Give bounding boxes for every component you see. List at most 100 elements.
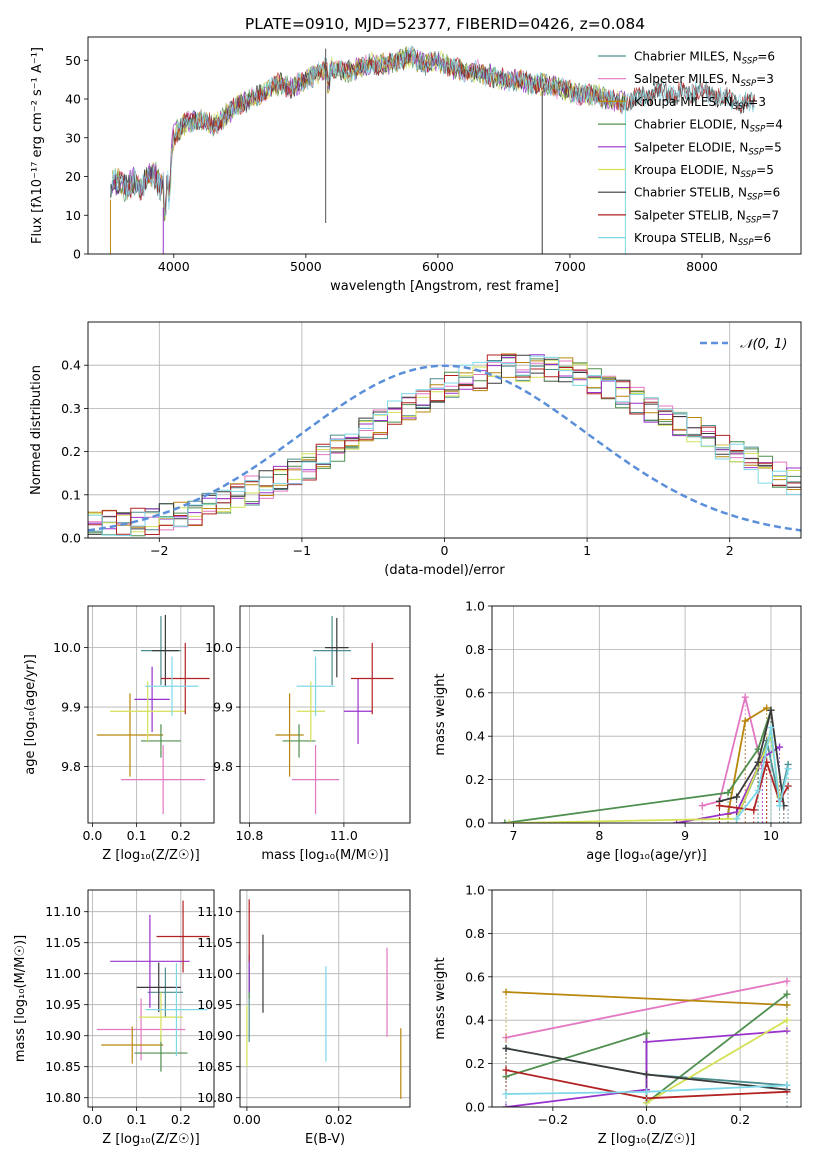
z-weight-marker bbox=[502, 1103, 510, 1107]
z-age-point-3 bbox=[96, 693, 164, 777]
z-weight-series-6 bbox=[646, 1019, 788, 1104]
z-weight-ytick-label: 0.2 bbox=[465, 1056, 485, 1071]
z-mass-plot-area bbox=[96, 900, 210, 1072]
legend-label: Chabrier MILES, NSSP=6 bbox=[634, 50, 775, 67]
age-weight-series-5 bbox=[676, 746, 780, 823]
age-weight-marker bbox=[501, 819, 509, 823]
z-mass-point-5 bbox=[110, 914, 190, 1008]
z-mass-ytick-label: 11.00 bbox=[45, 966, 81, 981]
residuals-legend: 𝒩(0, 1) bbox=[700, 337, 787, 352]
spectrum-xtick-label: 8000 bbox=[686, 259, 718, 274]
residuals-xtick-label: 0 bbox=[441, 543, 449, 558]
spectrum-ytick-label: 50 bbox=[65, 53, 81, 68]
ebv-mass-ytick-label: 11.05 bbox=[197, 935, 233, 950]
z-age-point-9 bbox=[145, 656, 199, 716]
z-mass-point-1 bbox=[147, 967, 184, 1018]
z-age-ytick-label: 9.8 bbox=[61, 759, 81, 774]
figure-title: PLATE=0910, MJD=52377, FIBERID=0426, z=0… bbox=[245, 15, 645, 33]
mass-age-xlabel: mass [log₁₀(M/M☉)] bbox=[261, 848, 388, 863]
z-weight-ytick-label: 1.0 bbox=[465, 883, 485, 898]
spectrum-ytick-label: 20 bbox=[65, 169, 81, 184]
spectrum-xtick-label: 7000 bbox=[554, 259, 586, 274]
age-weight-series-2 bbox=[702, 696, 764, 807]
spectrum-line-5 bbox=[112, 49, 626, 215]
age-weight-xtick-label: 7 bbox=[509, 828, 517, 843]
spectrum-ytick-label: 10 bbox=[65, 208, 81, 223]
residuals-xtick-label: 2 bbox=[726, 543, 734, 558]
z-mass-ytick-label: 10.95 bbox=[45, 997, 81, 1012]
mass-age-panel: 10.8 11.0 9.8 9.9 10.0 mass [log₁₀(M/M☉)] bbox=[205, 605, 411, 863]
residuals-xtick-label: −2 bbox=[150, 543, 168, 558]
age-weight-xlabel: age [log₁₀(age/yr)] bbox=[586, 848, 707, 863]
residuals-ylabel: Normed distribution bbox=[29, 365, 44, 495]
mass-age-point-8 bbox=[350, 642, 394, 715]
z-age-point-4 bbox=[141, 724, 181, 758]
spectrum-line-6 bbox=[162, 47, 626, 219]
z-age-xtick-label: 0.0 bbox=[82, 828, 102, 843]
z-weight-plot-area bbox=[502, 977, 791, 1107]
residuals-xlabel: (data-model)/error bbox=[384, 563, 505, 578]
ebv-mass-ytick-label: 10.90 bbox=[197, 1028, 233, 1043]
age-weight-plot-area bbox=[501, 693, 792, 823]
z-age-panel: 0.0 0.1 0.2 9.8 9.9 10.0 Z [log₁₀(Z/Z☉)] age [l… bbox=[23, 605, 215, 863]
z-weight-xlabel: Z [log₁₀(Z/Z☉)] bbox=[598, 1132, 695, 1147]
spectrum-xtick-label: 4000 bbox=[158, 259, 190, 274]
age-weight-ytick-label: 0.8 bbox=[465, 642, 485, 657]
residuals-ytick-label: 0.3 bbox=[61, 401, 81, 416]
age-weight-marker bbox=[733, 793, 741, 801]
mass-age-xtick-label: 10.8 bbox=[236, 828, 264, 843]
ebv-mass-plot-area bbox=[246, 899, 402, 1099]
legend-label: Chabrier ELODIE, NSSP=4 bbox=[634, 118, 783, 135]
z-age-point-6 bbox=[110, 681, 186, 741]
z-weight-ylabel: mass weight bbox=[433, 957, 448, 1039]
age-weight-series-4 bbox=[504, 709, 772, 823]
z-age-ylabel: age [log₁₀(age/yr)] bbox=[23, 654, 38, 775]
mass-age-point-2 bbox=[291, 745, 340, 815]
residuals-plot-area bbox=[88, 353, 801, 537]
ebv-mass-ytick-label: 10.80 bbox=[197, 1090, 233, 1105]
legend-label: Chabrier STELIB, NSSP=6 bbox=[634, 186, 780, 203]
z-weight-xtick-label: −0.2 bbox=[538, 1112, 568, 1127]
ebv-mass-xlabel: E(B-V) bbox=[305, 1132, 345, 1147]
z-mass-frame bbox=[87, 889, 215, 1108]
z-weight-xtick-label: 0.2 bbox=[730, 1112, 750, 1127]
age-weight-ytick-label: 0.0 bbox=[465, 816, 485, 831]
legend-label: Salpeter MILES, NSSP=3 bbox=[634, 72, 774, 89]
z-mass-ytick-label: 10.80 bbox=[45, 1090, 81, 1105]
spectrum-ytick-label: 0 bbox=[73, 247, 81, 262]
age-weight-panel: 7 8 9 10 0.0 0.2 0.4 0.6 0.8 1.0 age [log₁₀(age/yr… bbox=[433, 599, 802, 863]
spectrum-ytick-label: 30 bbox=[65, 130, 81, 145]
z-mass-point-9 bbox=[145, 963, 208, 1057]
mass-age-point-6 bbox=[296, 681, 325, 741]
z-mass-xtick-label: 0.0 bbox=[82, 1112, 102, 1127]
z-weight-ytick-label: 0.6 bbox=[465, 969, 485, 984]
z-age-ytick-label: 10.0 bbox=[53, 640, 81, 655]
z-weight-xtick-label: 0.0 bbox=[637, 1112, 657, 1127]
age-weight-ytick-label: 0.6 bbox=[465, 685, 485, 700]
z-mass-panel: 0.0 0.1 0.2 10.80 10.85 10.90 10.95 11.00 11.05 1… bbox=[13, 889, 215, 1147]
z-mass-ytick-label: 10.85 bbox=[45, 1059, 81, 1074]
z-mass-point-8 bbox=[156, 900, 210, 973]
residuals-ytick-label: 0.0 bbox=[61, 531, 81, 546]
age-weight-ylabel: mass weight bbox=[433, 673, 448, 755]
mass-age-point-5 bbox=[343, 678, 373, 744]
legend-label: Kroupa MILES, NSSP=3 bbox=[634, 95, 766, 112]
residuals-ytick-label: 0.2 bbox=[61, 444, 81, 459]
ebv-mass-xtick-label: 0.00 bbox=[233, 1112, 261, 1127]
mass-age-ytick-label: 9.8 bbox=[213, 759, 233, 774]
legend-label: 𝒩(0, 1) bbox=[740, 337, 787, 352]
z-mass-ytick-label: 11.10 bbox=[45, 904, 81, 919]
spectrum-xlabel: wavelength [Angstrom, rest frame] bbox=[330, 279, 559, 294]
z-mass-point-3 bbox=[101, 1026, 164, 1064]
ebv-mass-xtick-label: 0.02 bbox=[325, 1112, 353, 1127]
z-age-plot-area bbox=[96, 614, 210, 815]
mass-age-xtick-label: 11.0 bbox=[330, 828, 358, 843]
legend-label: Kroupa ELODIE, NSSP=5 bbox=[634, 163, 774, 180]
legend-label: Kroupa STELIB, NSSP=6 bbox=[634, 231, 771, 248]
z-mass-point-2 bbox=[96, 998, 186, 1061]
normal-curve bbox=[88, 364, 801, 532]
mass-age-point-7 bbox=[325, 617, 349, 678]
z-mass-point-6 bbox=[138, 992, 184, 1042]
mass-age-plot-area bbox=[275, 616, 394, 815]
residuals-ytick-label: 0.1 bbox=[61, 487, 81, 502]
